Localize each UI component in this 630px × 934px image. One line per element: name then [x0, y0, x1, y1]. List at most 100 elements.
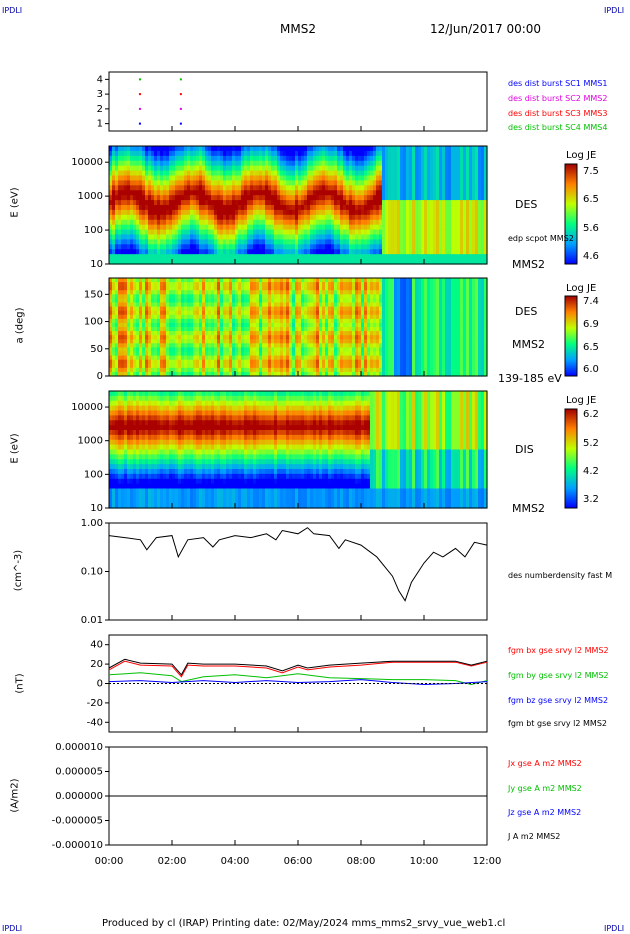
des-energy-cell — [286, 239, 290, 245]
des-energy-cell — [277, 214, 281, 221]
des-pitch-cell — [109, 306, 113, 312]
des-energy-cell — [337, 170, 341, 177]
des-pitch-cell — [193, 294, 197, 300]
des-pitch-cell — [187, 339, 191, 344]
des-energy-cell — [322, 180, 326, 186]
des-energy-cell — [115, 224, 119, 231]
des-energy-cell — [382, 165, 386, 172]
des-energy-cell — [253, 195, 257, 201]
des-pitch-cell — [313, 294, 317, 300]
des-pitch-cell — [337, 306, 341, 312]
des-energy-cell — [442, 185, 446, 191]
des-energy-cell — [307, 249, 311, 255]
des-energy-cell — [202, 229, 206, 236]
des-pitch-cell — [172, 302, 176, 308]
des-pitch-cell — [178, 335, 182, 340]
des-pitch-cell — [130, 327, 134, 332]
des-energy-cell — [289, 160, 293, 167]
des-energy-cell — [379, 180, 383, 186]
des-pitch-cell — [250, 327, 254, 332]
des-pitch-cell — [298, 282, 302, 287]
des-energy-cell — [310, 155, 314, 162]
des-energy-cell — [484, 219, 488, 226]
des-energy-cell — [274, 165, 278, 172]
des-energy-cell — [175, 259, 179, 265]
des-pitch-cell — [286, 335, 290, 340]
des-energy-cell — [292, 224, 296, 231]
des-pitch-cell — [328, 359, 332, 365]
des-pitch-cell — [241, 339, 245, 344]
des-energy-cell — [436, 249, 440, 255]
des-pitch-cell — [112, 335, 116, 340]
des-pitch-cell — [325, 347, 329, 353]
des-energy-cell — [385, 239, 389, 245]
des-energy-cell — [463, 259, 467, 265]
des-pitch-cell — [208, 314, 212, 320]
des-energy-cell — [406, 224, 410, 231]
des-pitch-cell — [115, 318, 119, 324]
des-pitch-cell — [232, 322, 236, 328]
des-energy-cell — [316, 209, 320, 216]
des-pitch-cell — [184, 298, 188, 304]
des-energy-cell — [484, 254, 488, 260]
des-energy-cell — [433, 259, 437, 265]
des-energy-cell — [307, 209, 311, 216]
des-energy-cell — [382, 209, 386, 216]
des-pitch-cell — [298, 359, 302, 365]
des-pitch-cell — [124, 351, 128, 357]
des-energy-cell — [307, 195, 311, 201]
des-energy-cell — [481, 219, 485, 226]
des-pitch-cell — [163, 290, 167, 295]
des-pitch-cell — [277, 343, 281, 349]
des-energy-cell — [211, 146, 215, 152]
des-pitch-cell — [295, 359, 299, 365]
des-energy-cell — [214, 160, 218, 167]
des-pitch-cell — [307, 318, 311, 324]
des-energy-cell — [172, 185, 176, 191]
des-pitch-cell — [328, 318, 332, 324]
des-pitch-cell — [343, 359, 347, 365]
des-pitch-cell — [160, 298, 164, 304]
des-pitch-cell — [133, 359, 137, 365]
des-energy-cell — [466, 249, 470, 255]
des-energy-cell — [115, 214, 119, 221]
des-energy-cell — [403, 195, 407, 201]
des-pitch-cell — [283, 351, 287, 357]
des-pitch-cell — [316, 363, 320, 369]
des-energy-cell — [274, 214, 278, 221]
des-energy-cell — [397, 205, 401, 211]
des-energy-cell — [379, 244, 383, 250]
des-energy-cell — [127, 254, 131, 260]
des-energy-cell — [124, 214, 128, 221]
des-pitch-cell — [154, 318, 158, 324]
des-energy-cell — [211, 209, 215, 216]
des-energy-cell — [175, 190, 179, 196]
des-pitch-cell — [205, 327, 209, 332]
des-pitch-cell — [133, 343, 137, 349]
des-energy-cell — [403, 175, 407, 182]
des-energy-cell — [157, 259, 161, 265]
des-energy-cell — [253, 209, 257, 216]
des-energy-cell — [409, 175, 413, 182]
des-pitch-cell — [226, 314, 230, 320]
des-pitch-cell — [280, 355, 284, 361]
des-pitch-cell — [253, 290, 257, 295]
des-energy-cell — [271, 170, 275, 177]
des-pitch-cell — [298, 367, 302, 373]
des-energy-cell — [277, 209, 281, 216]
des-energy-cell — [415, 209, 419, 216]
des-pitch-cell — [250, 318, 254, 324]
des-energy-cell — [364, 150, 368, 157]
des-energy-cell — [178, 200, 182, 206]
des-energy-cell — [397, 175, 401, 182]
des-energy-cell — [370, 259, 374, 265]
des-pitch-cell — [172, 343, 176, 349]
des-pitch-cell — [256, 363, 260, 369]
des-pitch-cell — [313, 278, 317, 283]
des-energy-cell — [283, 200, 287, 206]
des-energy-cell — [406, 190, 410, 196]
des-pitch-cell — [160, 359, 164, 365]
des-energy-cell — [274, 254, 278, 260]
des-pitch-cell — [130, 298, 134, 304]
des-energy-cell — [475, 234, 479, 241]
